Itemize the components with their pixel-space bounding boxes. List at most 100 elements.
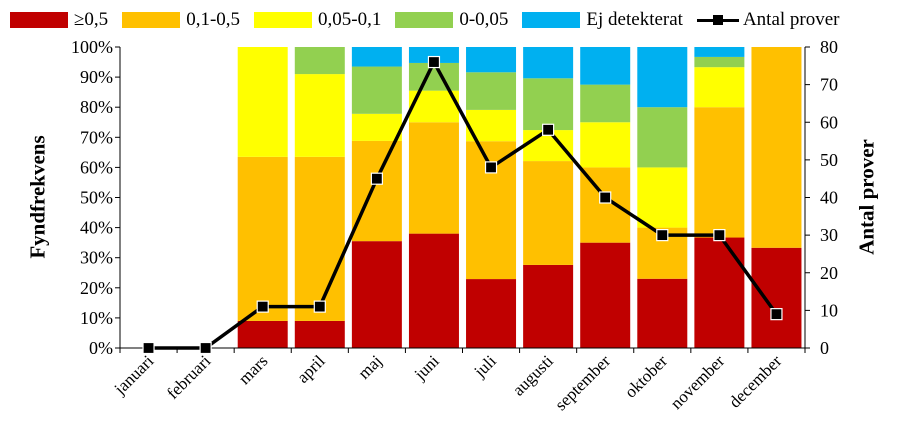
- y2-tick-label: 0: [820, 338, 829, 358]
- legend-item-005-01: 0,05-0,1: [254, 9, 381, 31]
- bar-segment: [694, 47, 745, 57]
- legend-label: ≥0,5: [74, 9, 109, 30]
- bar-segment: [694, 107, 745, 238]
- y-tick-label: 20%: [80, 278, 113, 298]
- legend-item-antal-prover: Antal prover: [696, 9, 840, 31]
- legend-label: Ej detekterat: [586, 9, 683, 30]
- legend-swatch: [254, 12, 313, 28]
- antal-prover-marker: [142, 341, 155, 355]
- y2-tick-label: 20: [820, 263, 838, 283]
- antal-prover-marker: [370, 172, 383, 185]
- bar-segment: [237, 156, 288, 321]
- bar-segment: [408, 47, 459, 63]
- legend-swatch: [395, 12, 454, 28]
- x-tick-label: oktober: [621, 351, 671, 401]
- bar-segment: [294, 320, 345, 348]
- x-tick-label: februari: [163, 351, 215, 403]
- y-tick-label: 10%: [80, 308, 113, 328]
- legend-item-0-005: 0-0,05: [395, 9, 508, 31]
- bar-segment: [408, 233, 459, 348]
- bar-segment: [751, 47, 802, 248]
- y-tick-label: 0%: [89, 338, 113, 358]
- antal-prover-marker: [484, 161, 498, 174]
- x-tick-label: maj: [354, 351, 385, 382]
- bar-segment: [637, 47, 688, 108]
- antal-prover-marker: [713, 229, 726, 242]
- chart-legend: ≥0,5 0,1-0,5 0,05-0,1 0-0,05 Ej detekter…: [10, 8, 854, 32]
- antal-prover-marker: [313, 300, 326, 313]
- antal-prover-marker: [542, 123, 555, 136]
- antal-prover-marker: [427, 55, 441, 69]
- antal-prover-marker: [599, 191, 612, 204]
- x-tick-label: december: [725, 351, 785, 411]
- bar-segment: [351, 140, 402, 242]
- antal-prover-line: [148, 60, 778, 350]
- y-tick-label: 30%: [80, 248, 113, 268]
- bar-segment: [294, 47, 345, 75]
- x-tick-label: september: [551, 351, 614, 414]
- x-tick-label: juli: [470, 351, 500, 381]
- bar-segment: [237, 47, 288, 157]
- legend-label: 0-0,05: [459, 9, 509, 30]
- bar-segment: [408, 122, 459, 234]
- bar-segment: [294, 156, 345, 321]
- bar-segment: [351, 47, 402, 67]
- legend-swatch: [522, 12, 581, 28]
- bar-segment: [580, 84, 631, 123]
- bar-segment: [637, 167, 688, 228]
- bar-segment: [694, 237, 745, 348]
- legend-item-ej-detekterat: Ej detekterat: [522, 9, 683, 31]
- y-tick-label: 70%: [80, 127, 113, 147]
- legend-line-swatch: [696, 12, 739, 28]
- bar-segment: [580, 122, 631, 168]
- bar-segment: [466, 72, 517, 110]
- antal-prover-marker: [256, 300, 269, 313]
- x-tick-label: mars: [235, 351, 272, 388]
- y-tick-label: 90%: [80, 67, 113, 87]
- bar-segment: [637, 278, 688, 348]
- y2-tick-label: 10: [820, 300, 838, 320]
- y2-tick-label: 30: [820, 225, 838, 245]
- bar-segment: [523, 47, 574, 79]
- bar-segment: [351, 66, 402, 114]
- legend-label: 0,1-0,5: [186, 9, 241, 30]
- y-tick-label: 100%: [71, 37, 113, 57]
- y-tick-label: 80%: [80, 97, 113, 117]
- y2-tick-label: 70: [820, 75, 838, 95]
- x-tick-label: november: [667, 351, 729, 413]
- bar-segment: [694, 67, 745, 108]
- x-tick-label: augusti: [509, 351, 557, 399]
- legend-item-01-05: 0,1-0,5: [122, 9, 240, 31]
- y2-tick-label: 60: [820, 112, 838, 132]
- y-tick-label: 50%: [80, 188, 113, 208]
- x-tick-label: juni: [410, 351, 443, 384]
- bar-segment: [580, 47, 631, 85]
- bar-segment: [466, 47, 517, 73]
- legend-swatch: [10, 12, 68, 28]
- antal-prover-marker: [199, 341, 212, 355]
- y-tick-label: 60%: [80, 157, 113, 177]
- legend-swatch: [122, 12, 181, 28]
- bar-segment: [237, 320, 288, 348]
- bar-segment: [351, 241, 402, 348]
- bar-segment: [523, 78, 574, 131]
- bar-segment: [523, 264, 574, 348]
- bar-segment: [466, 279, 517, 348]
- y2-tick-label: 40: [820, 188, 838, 208]
- bar-segment: [694, 56, 745, 68]
- bar-segment: [580, 242, 631, 348]
- bar-segment: [523, 161, 574, 265]
- antal-prover-marker: [770, 308, 783, 321]
- bar-segment: [351, 113, 402, 141]
- y2-tick-label: 50: [820, 150, 838, 170]
- bar-segment: [294, 74, 345, 157]
- antal-prover-marker: [656, 229, 669, 242]
- x-tick-label: januari: [110, 351, 158, 399]
- bar-segment: [751, 247, 802, 348]
- legend-label: Antal prover: [742, 9, 840, 30]
- legend-item-ge05: ≥0,5: [10, 9, 108, 31]
- bar-segment: [637, 107, 688, 168]
- y-tick-label: 40%: [80, 218, 113, 238]
- legend-label: 0,05-0,1: [318, 9, 382, 30]
